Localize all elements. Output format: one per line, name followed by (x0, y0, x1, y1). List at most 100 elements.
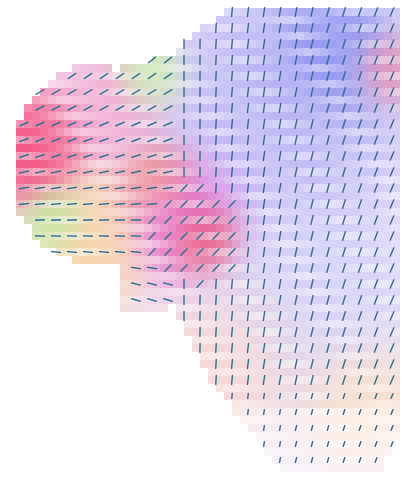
heatmap-cell (264, 32, 272, 40)
heatmap-cell (64, 136, 72, 144)
heatmap-cell (56, 192, 64, 200)
heatmap-cell (168, 168, 176, 176)
heatmap-cell (312, 256, 320, 264)
heatmap-cell (336, 320, 344, 328)
heatmap-cell (240, 208, 248, 216)
heatmap-cell (384, 24, 392, 32)
heatmap-cell (128, 72, 136, 80)
heatmap-cell (192, 168, 200, 176)
heatmap-cell (320, 440, 328, 448)
heatmap-cell (384, 400, 392, 408)
heatmap-cell (184, 256, 192, 264)
heatmap-cell (264, 80, 272, 88)
heatmap-cell (336, 288, 344, 296)
heatmap-cell (368, 32, 376, 40)
heatmap-cell (128, 208, 136, 216)
vector-arrow (196, 280, 204, 288)
heatmap-cell (216, 152, 224, 160)
heatmap-cell (112, 192, 120, 200)
heatmap-cell (272, 288, 280, 296)
heatmap-cell (360, 440, 368, 448)
heatmap-cell (272, 104, 280, 112)
heatmap-cell (192, 320, 200, 328)
heatmap-cell (296, 8, 304, 16)
heatmap-cell (392, 240, 400, 248)
vector-arrow (278, 424, 282, 432)
vector-arrow (389, 215, 395, 225)
heatmap-cell (256, 216, 264, 224)
vector-arrow (374, 408, 378, 416)
heatmap-cell (216, 312, 224, 320)
heatmap-cell (368, 376, 376, 384)
vector-arrow (341, 279, 347, 289)
heatmap-cell (328, 400, 336, 408)
heatmap-cell (312, 216, 320, 224)
heatmap-cell (296, 312, 304, 320)
heatmap-cell (256, 96, 264, 104)
heatmap-cell (192, 40, 200, 48)
heatmap-cell (360, 88, 368, 96)
heatmap-cell (256, 192, 264, 200)
heatmap-cell (192, 288, 200, 296)
heatmap-cell (208, 264, 216, 272)
vector-arrow (115, 88, 125, 96)
vector-arrow (180, 184, 188, 192)
heatmap-cell (288, 120, 296, 128)
heatmap-cell (64, 208, 72, 216)
vector-arrow (163, 88, 173, 96)
heatmap-cell (248, 272, 256, 280)
vector-arrow (246, 358, 250, 370)
heatmap-cell (376, 256, 384, 264)
heatmap-cell (248, 128, 256, 136)
heatmap-cell (336, 16, 344, 24)
heatmap-cell (320, 392, 328, 400)
heatmap-cell (336, 184, 344, 192)
heatmap-cell (176, 240, 184, 248)
heatmap-cell (104, 104, 112, 112)
heatmap-cell (136, 64, 144, 72)
heatmap-cell (288, 96, 296, 104)
heatmap-cell (104, 120, 112, 128)
heatmap-cell (376, 200, 384, 208)
heatmap-cell (328, 40, 336, 48)
heatmap-cell (152, 96, 160, 104)
heatmap-cell (344, 360, 352, 368)
heatmap-cell (352, 216, 360, 224)
heatmap-cell (112, 240, 120, 248)
vector-arrow (148, 216, 156, 224)
heatmap-cell (368, 136, 376, 144)
vector-arrow (83, 121, 93, 127)
heatmap-cell (224, 176, 232, 184)
vector-arrow (34, 170, 46, 174)
heatmap-cell (176, 120, 184, 128)
heatmap-cell (264, 136, 272, 144)
heatmap-cell (376, 288, 384, 296)
heatmap-cell (336, 216, 344, 224)
heatmap-cell (200, 360, 208, 368)
heatmap-cell (144, 176, 152, 184)
vector-arrow (390, 409, 394, 415)
heatmap-cell (240, 192, 248, 200)
heatmap-cell (224, 248, 232, 256)
heatmap-cell (224, 392, 232, 400)
heatmap-cell (264, 376, 272, 384)
heatmap-cell (200, 64, 208, 72)
vector-arrow (99, 88, 109, 96)
heatmap-cell (216, 368, 224, 376)
heatmap-cell (88, 88, 96, 96)
heatmap-cell (200, 80, 208, 88)
heatmap-cell (320, 320, 328, 328)
heatmap-cell (384, 176, 392, 184)
vector-arrow (99, 121, 109, 127)
vector-arrow (294, 262, 298, 274)
vector-arrow (390, 393, 394, 399)
heatmap-cell (312, 112, 320, 120)
heatmap-cell (312, 48, 320, 56)
heatmap-cell (120, 160, 128, 168)
heatmap-cell (120, 64, 128, 72)
heatmap-cell (312, 280, 320, 288)
heatmap-cell (240, 144, 248, 152)
heatmap-cell (328, 152, 336, 160)
heatmap-cell (64, 152, 72, 160)
heatmap-cell (312, 192, 320, 200)
